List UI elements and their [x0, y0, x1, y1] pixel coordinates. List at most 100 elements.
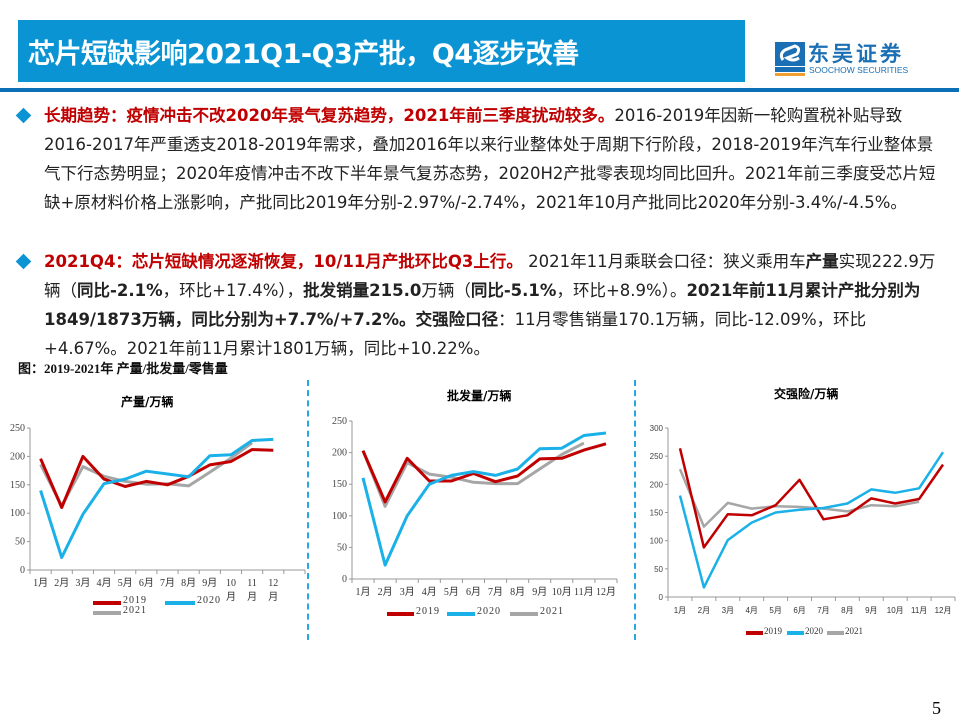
- legend-label-2021: 2021: [123, 605, 147, 616]
- x-tick-label: 3月: [722, 606, 734, 615]
- page-number: 5: [932, 698, 941, 718]
- x-tick-label: 7月: [817, 606, 829, 615]
- y-tick-label: 200: [10, 451, 25, 462]
- series-line-2021: [361, 441, 585, 508]
- chart-1-title: 产量/万辆: [121, 395, 174, 409]
- x-tick-label: 3月: [400, 586, 415, 598]
- logo-english-name: SOOCHOW SECURITIES: [809, 65, 909, 75]
- y-tick-label: 150: [10, 480, 25, 491]
- bullet-2-segment: 批发销量215.0: [303, 281, 422, 300]
- bullet-2-segment: ，环比+8.9%）。: [556, 281, 687, 300]
- bullet-paragraph-1: 长期趋势：疫情冲击不改2020年景气复苏趋势，2021年前三季度扰动较多。201…: [44, 101, 944, 217]
- legend-swatch-2020: [787, 631, 804, 635]
- series-line-2019: [361, 442, 607, 504]
- legend-swatch-2020: [447, 612, 475, 616]
- y-tick-label: 0: [659, 593, 664, 602]
- x-tick-label: 11月: [574, 586, 594, 598]
- legend-swatch-2019: [93, 601, 121, 605]
- legend-swatch-2019: [387, 612, 414, 616]
- series-line-2020: [39, 437, 274, 559]
- y-tick-label: 0: [342, 574, 347, 585]
- legend-label-2019: 2019: [764, 626, 782, 636]
- bullet-2-segment: 2021年前11月累计产批分别为1849/1873万辆，同比分别为+7.7%/+…: [44, 281, 921, 329]
- x-tick-label: 3月: [75, 577, 90, 589]
- y-tick-label: 250: [332, 416, 347, 427]
- series-line-2021: [678, 468, 920, 528]
- series-line-2019: [39, 448, 274, 509]
- bullet-2-segment: 2021年11月乘联会口径：狭义乘用车: [528, 252, 806, 271]
- y-tick-label: 150: [650, 509, 664, 518]
- chart-divider: [307, 380, 309, 640]
- figure-caption: 图：2019-2021年 产量/批发量/零售量: [18, 361, 228, 376]
- title-bar: 芯片短缺影响2021Q1-Q3产批，Q4逐步改善: [18, 20, 745, 82]
- bullet-2-segment: 同比-2.1%: [77, 281, 163, 300]
- y-tick-label: 300: [650, 424, 664, 433]
- x-tick-label: 11月: [911, 606, 927, 615]
- header-rule: [0, 88, 959, 92]
- x-tick-label: 6月: [139, 577, 154, 589]
- x-tick-label: 8月: [181, 577, 196, 589]
- bullet-1-lead: 长期趋势：疫情冲击不改2020年景气复苏趋势，2021年前三季度扰动较多。: [44, 106, 615, 125]
- x-tick-label: 9月: [865, 606, 877, 615]
- series-line-2021: [39, 441, 253, 508]
- legend-swatch-2021: [93, 611, 121, 615]
- bullet-2-segment: 万辆（: [421, 281, 471, 300]
- legend-label-2020: 2020: [805, 626, 823, 636]
- legend-swatch-2019: [746, 631, 763, 635]
- bullet-2-segment: ：11月零售销量170.1万辆，同比-12.09%，环比+4.67%。2021年…: [44, 310, 867, 358]
- chart-divider: [634, 380, 636, 640]
- bullet-2-segment: 实现222.9万辆（: [44, 252, 936, 300]
- y-tick-label: 150: [332, 479, 347, 490]
- legend-label-2021: 2021: [540, 606, 564, 617]
- page-title: 芯片短缺影响2021Q1-Q3产批，Q4逐步改善: [28, 39, 579, 70]
- legend-label-2020: 2020: [197, 595, 221, 606]
- y-tick-label: 100: [332, 511, 347, 522]
- x-tick-label: 5月: [769, 606, 781, 615]
- x-tick-label: 5月: [118, 577, 133, 589]
- logo-chinese-name: 东吴证券: [808, 42, 904, 66]
- x-tick-label: 12月: [596, 586, 616, 598]
- legend-label-2019: 2019: [416, 606, 440, 617]
- y-tick-label: 250: [650, 452, 664, 461]
- legend-label-2019: 2019: [123, 595, 147, 606]
- company-logo: 东吴证券 SOOCHOW SECURITIES: [775, 42, 915, 78]
- legend-label-2021: 2021: [845, 626, 863, 636]
- y-tick-label: 200: [650, 480, 664, 489]
- x-tick-label: 1月: [33, 577, 48, 589]
- series-line-2019: [678, 448, 945, 549]
- y-tick-label: 50: [337, 542, 347, 553]
- legend-label-2020: 2020: [477, 606, 501, 617]
- x-tick-label: 9月: [532, 586, 547, 598]
- legend-swatch-2021: [510, 612, 538, 616]
- chart-2-title: 批发量/万辆: [447, 389, 512, 403]
- series-line-2020: [678, 451, 945, 589]
- x-tick-label: 1月: [356, 586, 371, 598]
- x-tick-label: 1月: [674, 606, 686, 615]
- x-tick-label: 8月: [510, 586, 525, 598]
- y-tick-label: 50: [654, 565, 663, 574]
- legend-swatch-2021: [827, 631, 844, 635]
- y-tick-label: 100: [650, 537, 664, 546]
- x-tick-label: 10月: [552, 586, 572, 598]
- series-line-2020: [361, 431, 607, 567]
- x-tick-label: 5月: [444, 586, 459, 598]
- x-tick-label: 10月: [887, 606, 904, 615]
- bullet-1-body: 2016-2019年因新一轮购置税补贴导致2016-2017年严重透支2018-…: [44, 106, 936, 212]
- x-tick-label: 6月: [466, 586, 481, 598]
- bullet-paragraph-2: 2021Q4：芯片短缺情况逐渐恢复，10/11月产批环比Q3上行。 2021年1…: [44, 247, 944, 363]
- x-tick-label: 4月: [745, 606, 757, 615]
- bullet-2-lead: 2021Q4：芯片短缺情况逐渐恢复，10/11月产批环比Q3上行。: [44, 252, 523, 271]
- y-tick-label: 50: [15, 537, 25, 548]
- y-tick-label: 250: [10, 423, 25, 434]
- chart-3-title: 交强险/万辆: [774, 387, 839, 401]
- x-tick-label: 9月: [202, 577, 217, 589]
- x-tick-label: 4月: [422, 586, 437, 598]
- x-tick-label: 7月: [488, 586, 503, 598]
- logo-mark-icon: [775, 42, 805, 76]
- bullet-2-segment: 产量: [805, 252, 839, 271]
- y-tick-label: 200: [332, 448, 347, 459]
- bullet-2-segment: ，环比+17.4%），: [162, 281, 304, 300]
